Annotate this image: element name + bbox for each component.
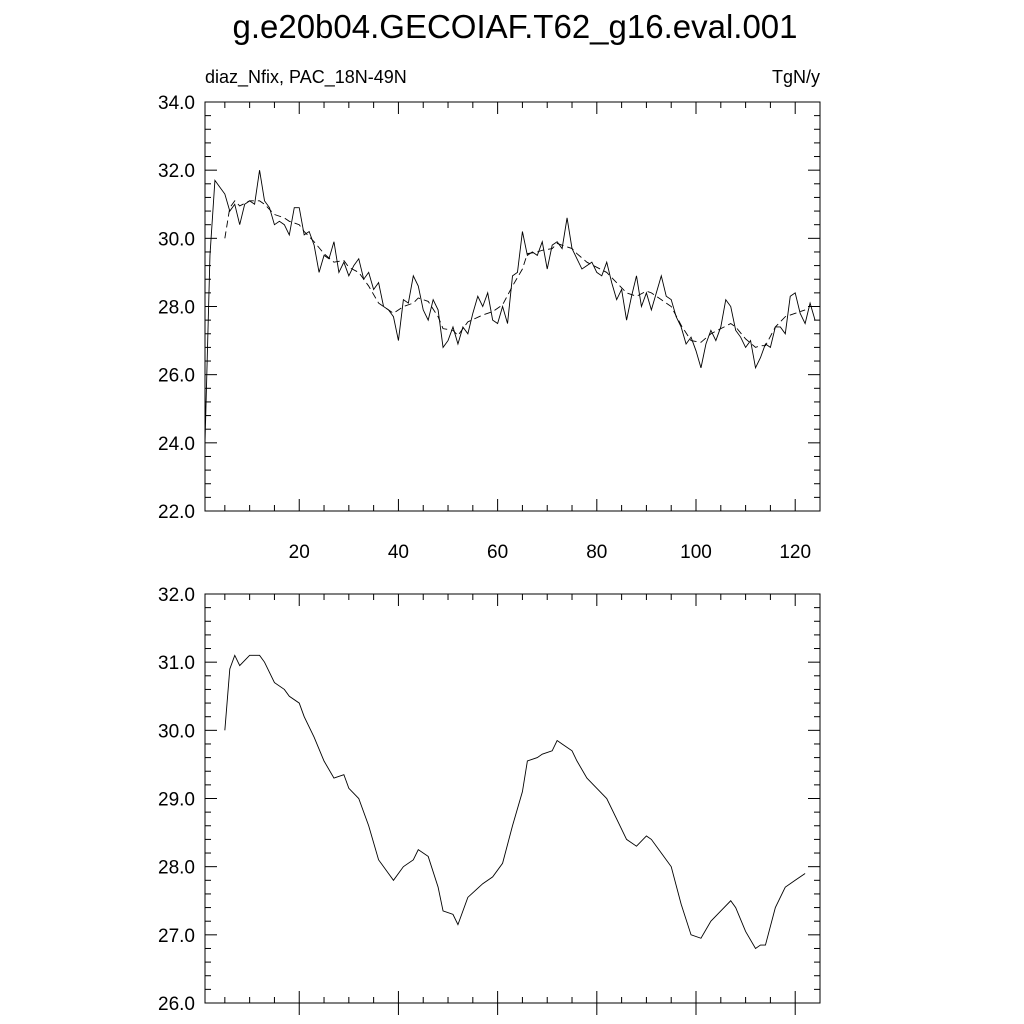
plot-frame: [204, 593, 821, 1004]
x-tick-label: 20: [289, 542, 310, 563]
y-tick-label: 32.0: [158, 161, 195, 182]
left-subtitle: diaz_Nfix, PAC_18N-49N: [205, 67, 407, 88]
y-tick-label: 30.0: [158, 229, 195, 250]
x-tick-label: 40: [388, 542, 409, 563]
right-subtitle: TgN/y: [772, 67, 820, 87]
x-tick-label: 100: [680, 542, 712, 563]
y-tick-label: 26.0: [158, 994, 195, 1015]
x-tick-label: 60: [487, 542, 508, 563]
y-tick-label: 26.0: [158, 366, 195, 387]
y-tick-label: 31.0: [158, 653, 195, 674]
chart-title: g.e20b04.GECOIAF.T62_g16.eval.001: [232, 8, 797, 45]
y-tick-label: 22.0: [158, 502, 195, 523]
plot-frame: [204, 101, 821, 512]
y-tick-label: 27.0: [158, 926, 195, 947]
y-tick-label: 29.0: [158, 790, 195, 811]
y-tick-label: 28.0: [158, 298, 195, 319]
y-tick-label: 30.0: [158, 721, 195, 742]
y-tick-label: 28.0: [158, 858, 195, 879]
x-tick-label: 120: [779, 542, 811, 563]
data-line: [224, 654, 806, 950]
data-line: [204, 170, 816, 443]
y-tick-label: 34.0: [158, 93, 195, 114]
y-tick-label: 32.0: [158, 585, 195, 606]
x-tick-label: 80: [586, 542, 607, 563]
y-tick-label: 24.0: [158, 434, 195, 455]
